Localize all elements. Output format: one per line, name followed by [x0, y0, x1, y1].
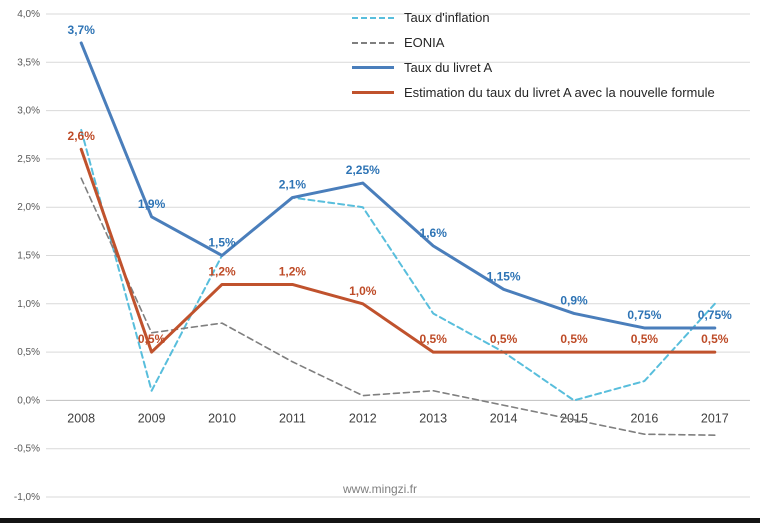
y-axis-tick-label: -1,0% — [14, 492, 40, 503]
x-axis-tick-label: 2011 — [279, 411, 306, 425]
data-label-livret-a: 1,5% — [208, 236, 236, 250]
legend-label-livret-a: Taux du livret A — [404, 60, 493, 75]
watermark: www.mingzi.fr — [342, 482, 417, 496]
data-label-estimation: 0,5% — [490, 332, 518, 346]
data-label-livret-a: 2,1% — [279, 178, 307, 192]
window-bottom-border — [0, 518, 760, 523]
y-axis-tick-label: 0,0% — [17, 395, 40, 406]
x-axis-tick-label: 2010 — [208, 411, 236, 425]
x-axis-tick-label: 2016 — [630, 411, 658, 425]
legend-item-eonia: EONIA — [352, 33, 715, 52]
series-line-eonia — [80, 177, 716, 436]
series-line-estimation — [79, 147, 717, 354]
data-label-estimation: 0,5% — [138, 332, 166, 346]
data-label-livret-a: 1,6% — [420, 226, 448, 240]
data-label-estimation: 1,2% — [208, 264, 236, 278]
legend-item-inflation: Taux d'inflation — [352, 8, 715, 27]
eonia-line-sample-icon — [352, 41, 394, 44]
livret-a-line-sample-icon — [352, 66, 394, 69]
y-axis-tick-label: 0,5% — [17, 347, 40, 358]
data-label-livret-a: 3,7% — [68, 23, 96, 37]
data-label-livret-a: 1,15% — [487, 269, 521, 283]
y-axis-tick-label: 4,0% — [17, 9, 40, 20]
data-label-estimation: 0,5% — [560, 332, 588, 346]
legend-item-estimation: Estimation du taux du livret A avec la n… — [352, 83, 715, 102]
legend-label-estimation: Estimation du taux du livret A avec la n… — [404, 85, 715, 100]
inflation-line-sample-icon — [352, 16, 394, 19]
x-axis-tick-label: 2013 — [419, 411, 447, 425]
data-label-livret-a: 0,75% — [627, 308, 661, 322]
chart-legend: Taux d'inflation EONIA Taux du livret A … — [352, 8, 715, 102]
y-axis-tick-label: -0,5% — [14, 444, 40, 455]
estimation-line-sample-icon — [352, 91, 394, 94]
data-label-estimation: 1,2% — [279, 264, 307, 278]
x-axis-tick-label: 2012 — [349, 411, 377, 425]
legend-label-inflation: Taux d'inflation — [404, 10, 490, 25]
x-axis-tick-label: 2017 — [701, 411, 729, 425]
data-label-estimation: 0,5% — [701, 332, 729, 346]
x-axis-tick-label: 2014 — [490, 411, 518, 425]
series-line-livret-a — [79, 41, 717, 330]
data-label-estimation: 0,5% — [631, 332, 659, 346]
x-axis-tick-label: 2009 — [138, 411, 166, 425]
y-axis-tick-label: 3,0% — [17, 106, 40, 117]
y-axis-tick-label: 3,5% — [17, 57, 40, 68]
series-line-inflation — [80, 128, 716, 402]
data-label-livret-a: 0,75% — [698, 308, 732, 322]
y-axis-tick-label: 2,0% — [17, 202, 40, 213]
data-label-livret-a: 0,9% — [560, 293, 588, 307]
x-axis-tick-label: 2008 — [67, 411, 95, 425]
data-label-estimation: 0,5% — [420, 332, 448, 346]
data-label-estimation: 2,6% — [68, 129, 96, 143]
y-axis-tick-label: 1,5% — [17, 251, 40, 262]
data-label-livret-a: 1,9% — [138, 197, 166, 211]
y-axis-tick-label: 2,5% — [17, 154, 40, 165]
legend-item-livret-a: Taux du livret A — [352, 58, 715, 77]
data-label-estimation: 1,0% — [349, 284, 377, 298]
legend-label-eonia: EONIA — [404, 35, 445, 50]
data-label-livret-a: 2,25% — [346, 163, 380, 177]
y-axis-tick-label: 1,0% — [17, 299, 40, 310]
